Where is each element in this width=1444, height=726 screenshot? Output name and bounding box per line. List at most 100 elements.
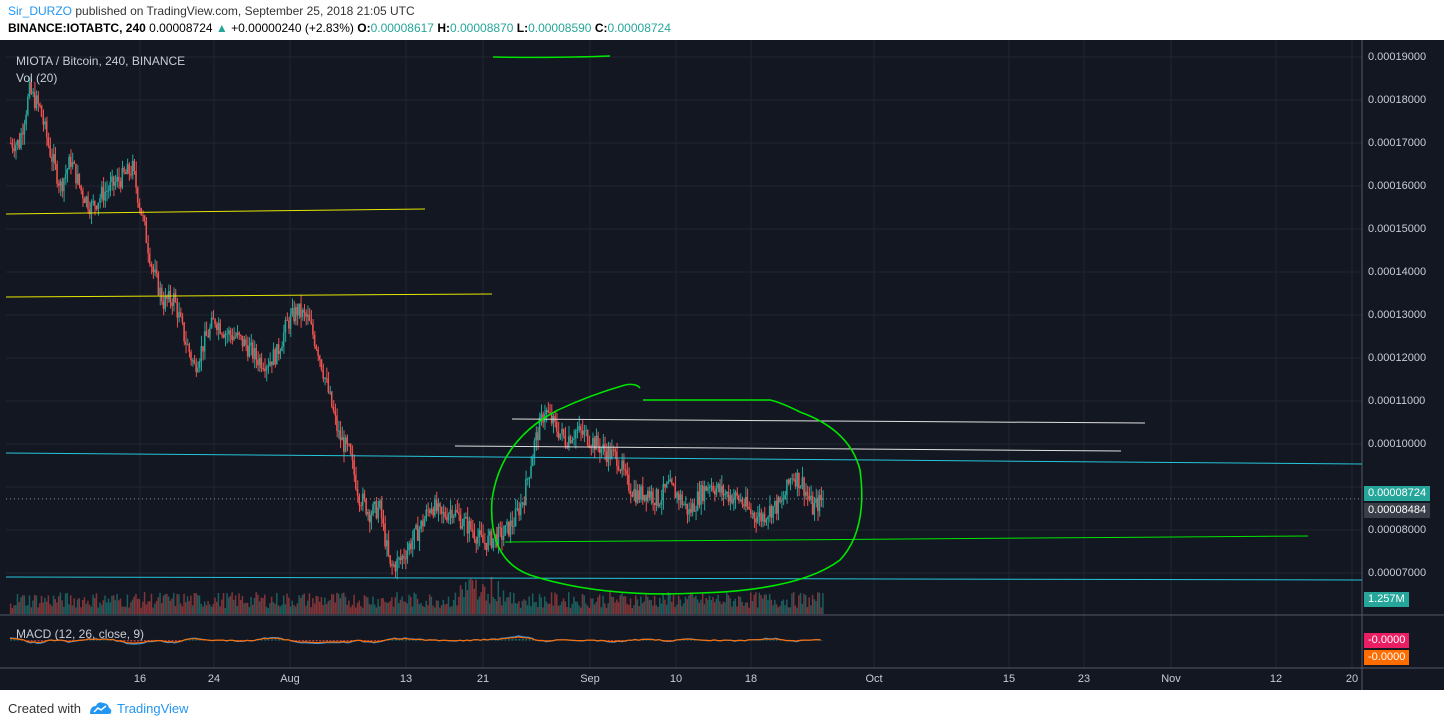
volume-bar <box>652 605 654 614</box>
volume-bar <box>315 595 318 614</box>
candle-body <box>415 525 417 529</box>
volume-bar <box>729 598 731 614</box>
author-link[interactable]: Sir_DURZO <box>8 4 73 18</box>
volume-bar <box>638 606 640 614</box>
volume-bar <box>633 605 635 614</box>
candle-body <box>136 187 139 203</box>
candle-body <box>605 451 608 462</box>
volume-bar <box>547 603 549 614</box>
candle-body <box>434 499 436 516</box>
open-label: O: <box>357 21 371 35</box>
high-label: H: <box>437 21 450 35</box>
volume-bar <box>818 592 821 614</box>
volume-bar <box>428 594 431 614</box>
candle-body <box>389 555 391 564</box>
candle-body <box>586 430 589 446</box>
macd-histogram-bar <box>391 639 394 641</box>
volume-bar <box>75 607 77 614</box>
chart-area[interactable] <box>0 40 1444 690</box>
candle-body <box>157 273 160 296</box>
candle-body <box>181 316 184 323</box>
volume-bar <box>90 606 93 614</box>
candle-body <box>545 409 548 415</box>
candle-body <box>533 440 536 457</box>
candle-body <box>701 485 704 501</box>
macd-histogram-bar <box>350 640 353 642</box>
macd-histogram-bar <box>401 639 404 641</box>
candle-body <box>210 317 213 328</box>
volume-bar <box>804 595 807 614</box>
macd-histogram-bar <box>40 640 43 642</box>
candle-body <box>334 411 336 416</box>
macd-histogram-bar <box>264 639 267 641</box>
macd-histogram-bar <box>521 639 524 641</box>
volume-bar <box>111 595 113 614</box>
volume-bar <box>794 605 797 614</box>
candle-body <box>451 509 453 519</box>
candle-body <box>214 319 216 325</box>
tradingview-link[interactable]: TradingView <box>117 701 189 716</box>
candle-body <box>355 474 357 490</box>
candle-body <box>461 526 464 529</box>
volume-bar <box>355 607 357 614</box>
chart-canvas[interactable] <box>0 40 1444 690</box>
candle-body <box>78 173 81 186</box>
price-tick: 0.00012000 <box>1368 352 1427 364</box>
candle-body <box>255 347 257 360</box>
volume-bar <box>605 607 608 614</box>
volume-bar <box>236 605 239 614</box>
candle-body <box>174 293 177 303</box>
macd-histogram-bar <box>765 639 768 641</box>
candle-body <box>430 508 433 513</box>
volume-bar <box>104 595 106 614</box>
volume-bar <box>248 607 251 614</box>
volume-bar <box>415 594 417 614</box>
volume-bar <box>171 598 173 614</box>
volume-bar <box>782 599 785 614</box>
date-tick: 23 <box>1077 673 1091 685</box>
candle-body <box>710 485 713 488</box>
date-tick: 12 <box>1269 673 1283 685</box>
volume-bar <box>327 601 330 614</box>
macd-histogram-bar <box>762 639 765 641</box>
candle-body <box>121 167 123 188</box>
candle-body <box>791 478 793 480</box>
volume-bar <box>160 603 163 614</box>
macd-histogram-bar <box>119 640 122 641</box>
volume-bar <box>202 606 204 614</box>
candle-body <box>231 335 233 340</box>
candle-body <box>11 143 14 148</box>
macd-histogram-bar <box>102 639 105 641</box>
candle-body <box>755 518 757 523</box>
candle-body <box>507 521 510 536</box>
candle-body <box>804 491 807 496</box>
candle-body <box>382 518 385 524</box>
candle-body <box>298 303 300 316</box>
candle-body <box>217 322 220 331</box>
volume-bar <box>451 606 453 614</box>
candle-body <box>111 176 113 182</box>
volume-bar <box>660 603 663 614</box>
price-tick: 0.00017000 <box>1368 137 1427 149</box>
price-tick: 0.00007000 <box>1368 567 1427 579</box>
date-tick: 16 <box>133 673 147 685</box>
volume-bar <box>664 599 666 614</box>
macd-histogram-bar <box>27 640 30 642</box>
volume-bar <box>753 594 755 614</box>
volume-bar <box>382 598 385 614</box>
candle-body <box>37 95 39 104</box>
volume-bar <box>330 594 333 614</box>
candle-body <box>45 121 48 138</box>
candle-body <box>645 494 647 501</box>
volume-bar <box>294 606 297 614</box>
volume-bar <box>612 596 615 614</box>
candle-body <box>332 407 335 412</box>
volume-bar <box>258 601 261 614</box>
volume-bar <box>446 603 448 614</box>
date-tick: Aug <box>280 673 300 685</box>
volume-bar <box>535 601 537 614</box>
macd-histogram-bar <box>85 639 88 641</box>
macd-histogram-bar <box>490 639 493 641</box>
candle-body <box>135 171 137 188</box>
candle-body <box>138 202 141 209</box>
